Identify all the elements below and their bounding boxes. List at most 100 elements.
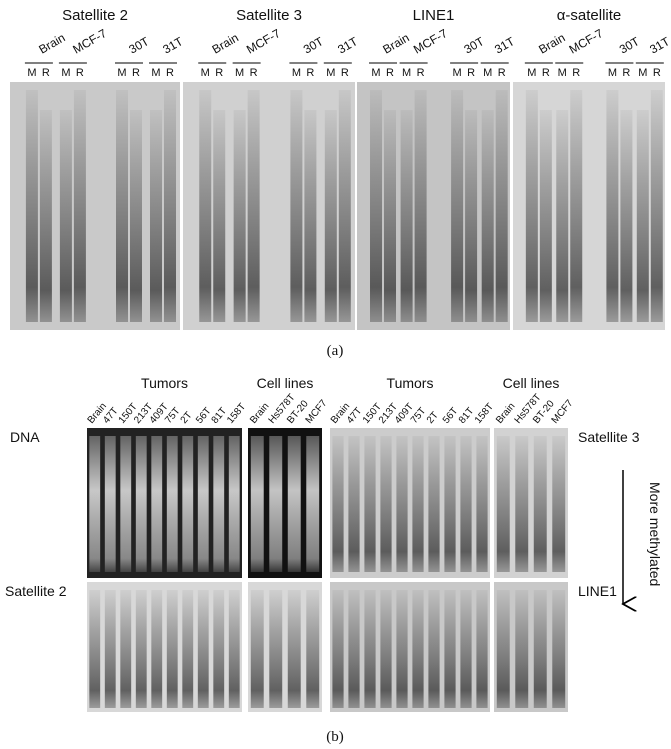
group-label: MCF-7 xyxy=(70,26,109,57)
lane-smear xyxy=(182,590,194,708)
lane-smear xyxy=(228,436,240,572)
lane-smear xyxy=(306,590,320,708)
lane-label: M xyxy=(638,67,647,79)
lane-label: MCF7 xyxy=(304,398,330,426)
blot-title: Satellite 3 xyxy=(236,7,302,24)
lane-label: M xyxy=(558,67,567,79)
lane-smear xyxy=(89,590,101,708)
lane-smear xyxy=(73,90,86,322)
lane-label: M xyxy=(201,67,210,79)
lane-label: R xyxy=(306,67,314,79)
lane-smear xyxy=(104,436,116,572)
lane-smear xyxy=(428,436,440,572)
lane-label: R xyxy=(341,67,349,79)
lane-smear xyxy=(197,436,209,572)
lane-label: M xyxy=(402,67,411,79)
lane-label: M xyxy=(483,67,492,79)
row-label: Satellite 3 xyxy=(578,429,640,445)
group-label: 31T xyxy=(647,34,671,57)
group-label: 31T xyxy=(335,34,360,57)
lane-smear xyxy=(332,436,344,572)
group-label: MCF-7 xyxy=(567,26,606,57)
lane-label: R xyxy=(386,67,394,79)
column-header: Tumors xyxy=(387,375,434,391)
lane-label: Brain xyxy=(494,401,517,426)
lane-label: M xyxy=(117,67,126,79)
lane-smear xyxy=(460,436,472,572)
lane-smear xyxy=(539,110,552,322)
lane-smear xyxy=(166,590,178,708)
lane-smear xyxy=(304,110,317,322)
panel-label: (b) xyxy=(326,729,344,745)
lane-smear xyxy=(166,436,178,572)
lane-smear xyxy=(606,90,619,322)
row-label: LINE1 xyxy=(578,583,617,599)
lane-smear xyxy=(348,436,360,572)
lane-smear xyxy=(400,110,413,322)
lane-smear xyxy=(199,90,212,322)
lane-label: R xyxy=(42,67,50,79)
lane-smear xyxy=(197,590,209,708)
lane-smear xyxy=(164,90,176,322)
lane-label: 81T xyxy=(210,406,230,426)
lane-smear xyxy=(39,110,52,322)
column-header: Tumors xyxy=(141,375,188,391)
lane-label: M xyxy=(608,67,617,79)
lane-smear xyxy=(287,436,301,572)
lane-smear xyxy=(650,90,663,322)
lane-smear xyxy=(25,90,38,322)
group-label: 30T xyxy=(301,34,326,57)
lane-smear xyxy=(444,436,456,572)
lane-smear xyxy=(120,590,132,708)
lane-smear xyxy=(228,590,240,708)
group-label: 30T xyxy=(462,34,487,57)
lane-smear xyxy=(151,436,163,572)
lane-label: M xyxy=(527,67,536,79)
group-label: MCF-7 xyxy=(244,26,283,57)
lane-smear xyxy=(150,110,162,322)
lane-label: R xyxy=(542,67,550,79)
group-label: 31T xyxy=(160,34,185,57)
lane-smear xyxy=(570,90,583,322)
group-label: 30T xyxy=(126,34,151,57)
lane-smear xyxy=(247,90,260,322)
lane-smear xyxy=(364,436,376,572)
lane-label: R xyxy=(76,67,84,79)
lane-label: M xyxy=(27,67,36,79)
lane-smear xyxy=(636,110,649,322)
lane-smear xyxy=(533,590,547,708)
lane-smear xyxy=(250,590,264,708)
lane-smear xyxy=(444,590,456,708)
lane-label: R xyxy=(417,67,425,79)
lane-smear xyxy=(135,436,147,572)
lane-smear xyxy=(324,110,337,322)
lane-smear xyxy=(151,590,163,708)
lane-smear xyxy=(428,590,440,708)
lane-smear xyxy=(533,436,547,572)
lane-smear xyxy=(476,590,488,708)
lane-label: R xyxy=(498,67,506,79)
group-label: Brain xyxy=(536,30,567,56)
lane-label: 158T xyxy=(225,401,248,426)
lane-smear xyxy=(515,436,529,572)
lane-smear xyxy=(370,90,383,322)
group-label: MCF-7 xyxy=(411,26,450,57)
lane-smear xyxy=(59,110,72,322)
arrow-label: More methylated xyxy=(647,482,663,586)
lane-smear xyxy=(380,436,392,572)
lane-smear xyxy=(213,110,226,322)
lane-label: M xyxy=(371,67,380,79)
lane-smear xyxy=(465,110,478,322)
lane-smear xyxy=(269,436,283,572)
blot-title: LINE1 xyxy=(413,7,455,24)
lane-smear xyxy=(620,110,633,322)
group-label: 30T xyxy=(617,34,642,57)
group-label: Brain xyxy=(36,30,67,56)
lane-smear xyxy=(552,590,566,708)
lane-smear xyxy=(364,590,376,708)
lane-smear xyxy=(495,90,508,322)
lane-smear xyxy=(182,436,194,572)
lane-smear xyxy=(130,110,142,322)
lane-smear xyxy=(451,90,464,322)
lane-smear xyxy=(481,110,494,322)
